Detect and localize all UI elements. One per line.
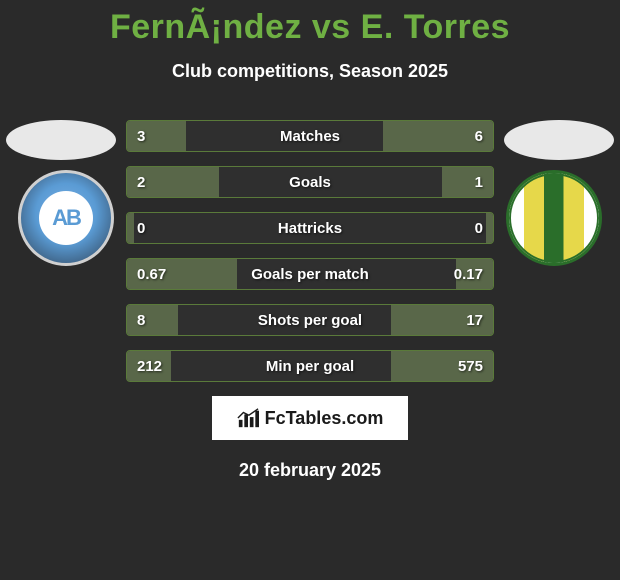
stat-row: 8Shots per goal17	[126, 304, 494, 336]
stat-row: 0.67Goals per match0.17	[126, 258, 494, 290]
stat-row: 0Hattricks0	[126, 212, 494, 244]
stat-row: 3Matches6	[126, 120, 494, 152]
comparison-title: FernÃ¡ndez vs E. Torres	[0, 0, 620, 47]
source-logo-text: FcTables.com	[265, 408, 384, 429]
stat-label: Min per goal	[127, 358, 493, 375]
player-photo-left	[6, 120, 116, 160]
stat-label: Goals	[127, 174, 493, 191]
club-initials-left: AB	[39, 191, 93, 245]
club-badge-right	[506, 170, 602, 266]
stats-list: 3Matches6 2Goals1 0Hattricks0 0.67Goals per…	[126, 120, 494, 382]
stat-row: 212Min per goal575	[126, 350, 494, 382]
stat-value-right: 575	[458, 358, 483, 375]
source-logo[interactable]: FcTables.com	[212, 396, 408, 440]
stat-label: Goals per match	[127, 266, 493, 283]
stat-label: Hattricks	[127, 220, 493, 237]
comparison-subtitle: Club competitions, Season 2025	[0, 61, 620, 82]
stat-label: Matches	[127, 128, 493, 145]
stat-value-right: 6	[475, 128, 483, 145]
stat-value-right: 0	[475, 220, 483, 237]
stat-row: 2Goals1	[126, 166, 494, 198]
comparison-date: 20 february 2025	[0, 460, 620, 481]
stat-value-right: 0.17	[454, 266, 483, 283]
player-photo-right	[504, 120, 614, 160]
stat-label: Shots per goal	[127, 312, 493, 329]
comparison-container: AB 3Matches6 2Goals1 0Hattricks0 0.67Goals …	[0, 120, 620, 382]
bars-icon	[237, 407, 259, 429]
club-ring-right	[509, 173, 599, 263]
stat-value-right: 17	[466, 312, 483, 329]
stat-value-right: 1	[475, 174, 483, 191]
club-badge-left: AB	[18, 170, 114, 266]
